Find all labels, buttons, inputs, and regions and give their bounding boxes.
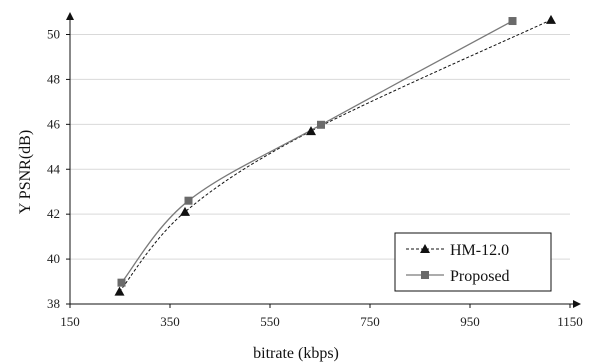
- triangle-marker: [306, 126, 316, 136]
- y-tick-label: 42: [47, 206, 60, 221]
- x-tick-label: 950: [460, 314, 480, 329]
- x-tick-label: 150: [60, 314, 80, 329]
- x-tick-label: 1150: [557, 314, 583, 329]
- y-tick-label: 38: [47, 296, 60, 311]
- legend-box: [394, 232, 552, 292]
- square-marker: [508, 17, 517, 26]
- y-tick-label: 46: [47, 116, 61, 131]
- axes: [66, 12, 581, 308]
- y-tick-label: 44: [47, 161, 61, 176]
- tick-labels: 38 40 42 44 46 48 50 150 350 550 750 950 1150: [47, 27, 583, 330]
- y-tick-label: 50: [47, 27, 60, 42]
- legend-label-proposed: Proposed: [450, 268, 510, 285]
- square-marker: [117, 278, 126, 287]
- series-line-1: [120, 20, 513, 284]
- series-layer: [114, 14, 556, 296]
- x-axis-arrow: [573, 300, 581, 308]
- y-axis-arrow: [66, 12, 74, 20]
- legend-label-hm: HM-12.0: [450, 242, 509, 259]
- gridlines: [70, 34, 570, 260]
- square-marker: [317, 120, 325, 129]
- y-tick-label: 48: [47, 71, 60, 86]
- triangle-marker: [180, 206, 190, 216]
- y-tick-label: 40: [47, 251, 60, 266]
- legend-square-marker: [421, 271, 429, 279]
- square-marker: [184, 196, 193, 205]
- legend: HM-12.0 Proposed: [394, 232, 552, 292]
- triangle-marker: [546, 14, 556, 24]
- legend-triangle-marker: [420, 244, 430, 253]
- triangle-marker: [114, 286, 125, 296]
- x-tick-label: 750: [360, 314, 380, 329]
- x-tick-label: 550: [260, 314, 280, 329]
- x-tick-label: 350: [160, 314, 180, 329]
- y-axis-label: Y PSNR(dB): [17, 130, 34, 214]
- x-axis-label: bitrate (kbps): [253, 345, 339, 362]
- series-line-0: [119, 19, 552, 292]
